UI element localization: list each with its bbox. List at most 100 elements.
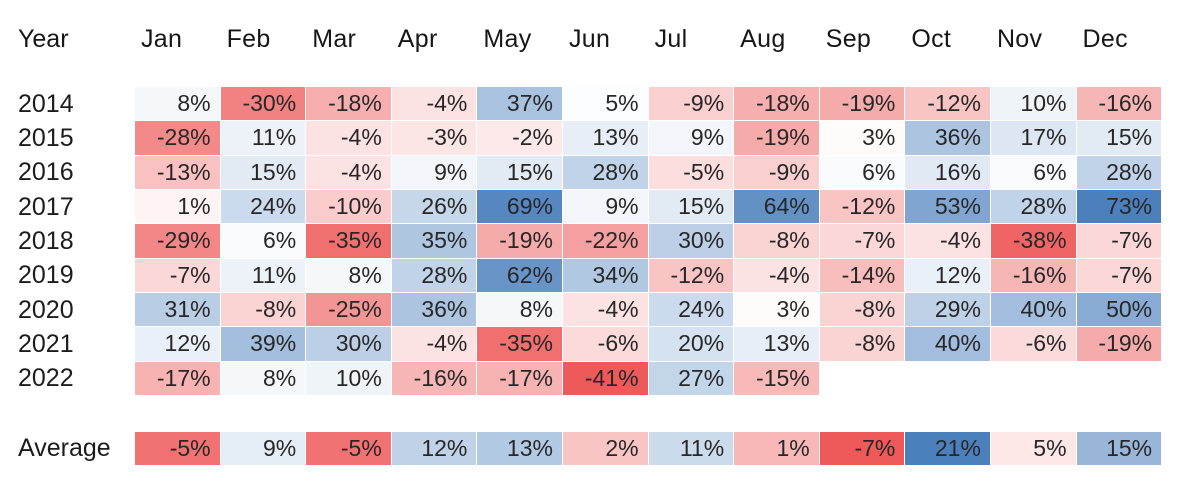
heatmap-cell: 15% [1076, 121, 1163, 156]
table-row: 2015 -28% 11% -4% -3% -2% 13% 9% -19% 3% 36% 17% 15% [0, 121, 1163, 156]
heatmap-cell: 27% [648, 361, 735, 396]
heatmap-cell: 5% [990, 431, 1077, 466]
heatmap-cell: 21% [905, 431, 991, 466]
heatmap-cell: -5% [135, 431, 221, 466]
column-header-oct: Oct [911, 24, 952, 53]
heatmap-cell: -12% [819, 189, 906, 225]
heatmap-cell: -16% [990, 258, 1077, 293]
heatmap-cell: -15% [734, 361, 820, 396]
heatmap-cell: 10% [306, 361, 392, 396]
column-header-mar: Mar [312, 24, 357, 53]
heatmap-cell: 24% [648, 292, 735, 328]
heatmap-cell: 6% [990, 155, 1077, 190]
heatmap-cell: -6% [562, 327, 649, 362]
row-label: 2020 [18, 295, 74, 324]
heatmap-cell: 1% [734, 431, 820, 466]
heatmap-cell [991, 362, 1077, 396]
heatmap-cell: -12% [905, 87, 991, 122]
heatmap-cell: -9% [648, 87, 735, 122]
heatmap-cell: 36% [905, 121, 991, 156]
table-row: 2017 1% 24% -10% 26% 69% 9% 15% 64% -12% 53% 28% 73% [0, 189, 1163, 225]
heatmap-cell: 8% [220, 361, 307, 396]
column-header-apr: Apr [397, 24, 438, 53]
heatmap-cell: -5% [306, 431, 392, 466]
column-header-jun: Jun [568, 24, 611, 53]
heatmap-table: Year Jan Feb Mar Apr May Jun Jul Aug Sep Oct Nov De… [0, 24, 1163, 466]
heatmap-cell: 35% [391, 224, 478, 259]
heatmap-cell: 12% [391, 431, 478, 466]
heatmap-cell: -19% [819, 87, 906, 122]
column-header-may: May [483, 24, 532, 53]
heatmap-cell: 9% [391, 155, 478, 190]
heatmap-cell: 31% [135, 292, 221, 328]
row-label: 2017 [18, 192, 74, 221]
column-header-jan: Jan [141, 24, 183, 53]
heatmap-cell: -19% [734, 121, 820, 156]
heatmap-cell: -19% [1076, 327, 1163, 362]
heatmap-cell: 28% [1076, 155, 1163, 190]
heatmap-cell: 28% [391, 258, 478, 293]
column-header-aug: Aug [740, 24, 786, 53]
heatmap-cell: 8% [477, 292, 563, 328]
heatmap-cell: 13% [477, 431, 563, 466]
heatmap-cell: -3% [391, 121, 478, 156]
heatmap-cell: -7% [1076, 258, 1163, 293]
heatmap-cell: -38% [990, 224, 1077, 259]
heatmap-cell: -7% [135, 258, 221, 293]
heatmap-cell: 8% [135, 87, 221, 122]
heatmap-cell: 3% [819, 121, 906, 156]
heatmap-cell: -30% [220, 87, 307, 122]
heatmap-cell: -4% [905, 224, 991, 259]
heatmap-cell: -35% [477, 327, 563, 362]
heatmap-cell: -4% [391, 87, 478, 122]
column-header-dec: Dec [1082, 24, 1128, 53]
heatmap-cell: -4% [562, 292, 649, 328]
row-label: 2022 [18, 364, 74, 393]
heatmap-cell: 34% [562, 258, 649, 293]
average-section: Average -5% 9% -5% 12% 13% 2% 11% 1% -7% 21% 5% 15% [0, 431, 1163, 466]
column-header-jul: Jul [654, 24, 688, 53]
heatmap-body: 2014 8% -30% -18% -4% 37% 5% -9% -18% -19% -12% 10%… [0, 87, 1163, 396]
row-label: 2021 [18, 329, 74, 358]
table-row: 2016 -13% 15% -4% 9% 15% 28% -5% -9% 6% 16% 6% 28% [0, 155, 1163, 190]
heatmap-cell: -17% [135, 361, 221, 396]
heatmap-cell: 9% [562, 189, 649, 225]
heatmap-cell: 73% [1076, 189, 1163, 225]
heatmap-cell: -41% [562, 361, 649, 396]
row-label: 2019 [18, 261, 74, 290]
heatmap-cell: -2% [477, 121, 563, 156]
heatmap-cell: 26% [391, 189, 478, 225]
heatmap-cell: 6% [819, 155, 906, 190]
heatmap-cell: 5% [562, 87, 649, 122]
heatmap-cell: 15% [477, 155, 563, 190]
heatmap-cell: -17% [477, 361, 563, 396]
column-header-sep: Sep [825, 24, 872, 53]
heatmap-cell: 8% [306, 258, 392, 293]
heatmap-cell: -4% [306, 155, 392, 190]
heatmap-cell: 64% [734, 189, 820, 225]
heatmap-cell: 16% [905, 155, 991, 190]
heatmap-cell: -9% [734, 155, 820, 190]
heatmap-cell: 3% [734, 292, 820, 328]
row-label: Average [18, 434, 111, 463]
column-header-feb: Feb [226, 24, 271, 53]
heatmap-cell: 9% [648, 121, 735, 156]
heatmap-cell: -19% [477, 224, 563, 259]
heatmap-cell: 24% [220, 189, 307, 225]
heatmap-cell: -4% [391, 327, 478, 362]
column-header-nov: Nov [996, 24, 1043, 53]
heatmap-cell: 28% [990, 189, 1077, 225]
heatmap-cell: -5% [648, 155, 735, 190]
heatmap-cell: 50% [1076, 292, 1163, 328]
heatmap-cell: 69% [477, 189, 563, 225]
heatmap-cell: 12% [135, 327, 221, 362]
heatmap-cell: -8% [734, 224, 820, 259]
heatmap-cell: 30% [648, 224, 735, 259]
heatmap-cell [820, 362, 906, 396]
heatmap-cell: -29% [135, 224, 221, 259]
heatmap-cell: 40% [990, 292, 1077, 328]
heatmap-cell: 11% [220, 121, 307, 156]
heatmap-cell: 62% [477, 258, 563, 293]
table-row: 2019 -7% 11% 8% 28% 62% 34% -12% -4% -14% 12% -16% -… [0, 258, 1163, 293]
